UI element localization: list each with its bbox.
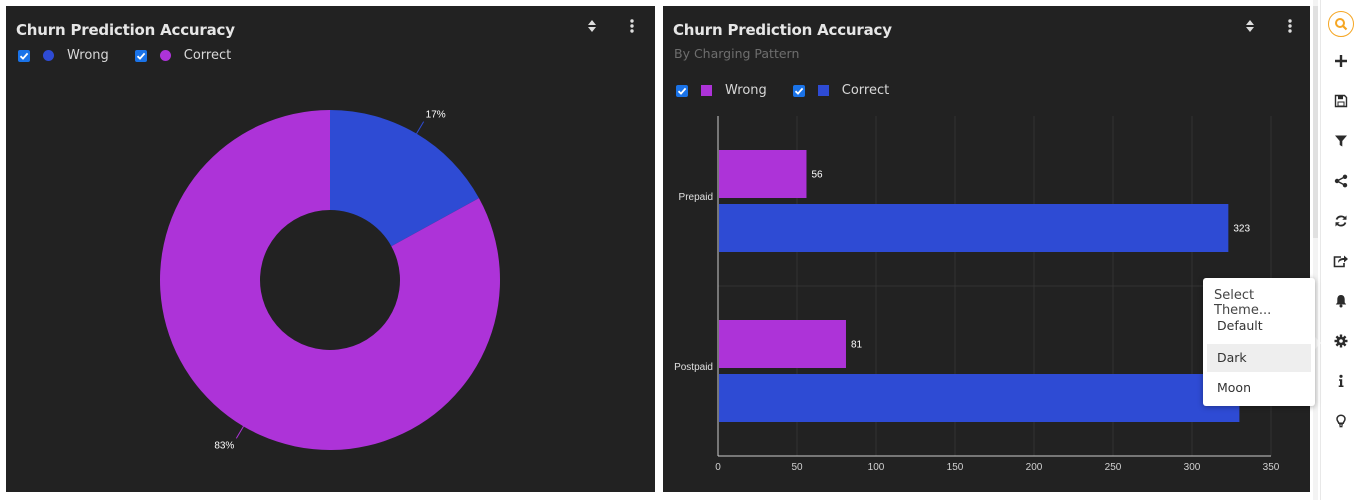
checkbox-wrong[interactable]: [18, 49, 30, 62]
lightbulb-icon[interactable]: [1330, 410, 1352, 432]
sort-icon[interactable]: [1244, 18, 1256, 37]
right-toolbar: [1320, 0, 1361, 500]
donut-label-leader: [416, 121, 425, 134]
refresh-icon[interactable]: [1330, 210, 1352, 232]
chart-legend: Wrong Correct: [18, 48, 257, 63]
y-category-label: Prepaid: [679, 192, 713, 203]
legend-item-wrong[interactable]: Wrong: [18, 48, 109, 63]
x-tick-label: 0: [715, 462, 721, 473]
scrollbar-thumb[interactable]: [1313, 6, 1318, 238]
bar-data-label: 81: [851, 340, 863, 351]
donut-label-leader: [235, 426, 244, 439]
x-tick-label: 350: [1263, 462, 1280, 473]
legend-item-correct[interactable]: Correct: [792, 83, 890, 98]
legend-swatch: [43, 50, 54, 61]
theme-menu-title: Select Theme...: [1214, 288, 1272, 318]
x-tick-label: 200: [1026, 462, 1043, 473]
bar-wrong: [719, 150, 807, 198]
export-icon[interactable]: [1330, 250, 1352, 272]
save-icon[interactable]: [1330, 90, 1352, 112]
bar-correct: [719, 204, 1229, 252]
theme-menu: Select Theme... Default Dark Moon: [1203, 278, 1315, 406]
legend-label: Wrong: [725, 83, 767, 98]
theme-option-default[interactable]: Default: [1217, 318, 1263, 333]
donut-data-label: 83%: [214, 440, 234, 451]
checkbox-correct[interactable]: [792, 84, 805, 97]
legend-swatch: [817, 85, 829, 96]
more-options-icon[interactable]: [1287, 18, 1293, 37]
donut-slice-correct: [160, 110, 500, 450]
legend-item-wrong[interactable]: Wrong: [676, 83, 767, 98]
settings-icon[interactable]: [1330, 330, 1352, 352]
share-icon[interactable]: [1330, 170, 1352, 192]
donut-chart: 17% 83%: [160, 110, 500, 451]
checkbox-correct[interactable]: [134, 49, 147, 62]
x-tick-label: 100: [868, 462, 885, 473]
sort-icon[interactable]: [586, 18, 598, 37]
legend-label: Correct: [183, 48, 232, 63]
scrollbar-track[interactable]: [1313, 0, 1318, 500]
x-tick-label: 250: [1105, 462, 1122, 473]
panel-title: Churn Prediction Accuracy: [16, 21, 235, 39]
info-icon[interactable]: [1330, 370, 1352, 392]
menu-caret: [1314, 336, 1321, 350]
panel-subtitle: By Charging Pattern: [674, 46, 800, 61]
x-tick-label: 300: [1184, 462, 1201, 473]
search-icon[interactable]: [1328, 11, 1354, 37]
legend-label: Correct: [841, 83, 890, 98]
bell-icon[interactable]: [1330, 290, 1352, 312]
more-options-icon[interactable]: [629, 18, 635, 37]
x-tick-label: 150: [947, 462, 964, 473]
legend-item-correct[interactable]: Correct: [134, 48, 232, 63]
bar-wrong: [719, 320, 846, 368]
donut-data-label: 17%: [426, 110, 446, 121]
chart-legend: Wrong Correct: [676, 83, 915, 98]
panel-title: Churn Prediction Accuracy: [673, 21, 892, 39]
y-category-label: Postpaid: [674, 362, 713, 373]
theme-option-moon[interactable]: Moon: [1217, 380, 1252, 395]
donut-slice-wrong: [330, 110, 479, 247]
bar-correct: [719, 374, 1240, 422]
add-icon[interactable]: [1330, 50, 1352, 72]
bar-data-label: 323: [1233, 224, 1250, 235]
bar-chart-panel: Churn Prediction Accuracy By Charging Pa…: [663, 6, 1310, 492]
theme-option-dark[interactable]: Dark: [1207, 344, 1311, 372]
bar-chart: 0 50 100 150 200 250 300 350 Prepaid 56 323 Postpai…: [674, 116, 1280, 473]
legend-swatch: [701, 85, 712, 96]
filter-icon[interactable]: [1330, 130, 1352, 152]
x-tick-label: 50: [791, 462, 803, 473]
checkbox-wrong[interactable]: [676, 84, 688, 97]
legend-label: Wrong: [67, 48, 109, 63]
bar-data-label: 56: [811, 170, 823, 181]
donut-chart-panel: Churn Prediction Accuracy Wrong Correct …: [6, 6, 655, 492]
legend-swatch: [159, 50, 171, 61]
